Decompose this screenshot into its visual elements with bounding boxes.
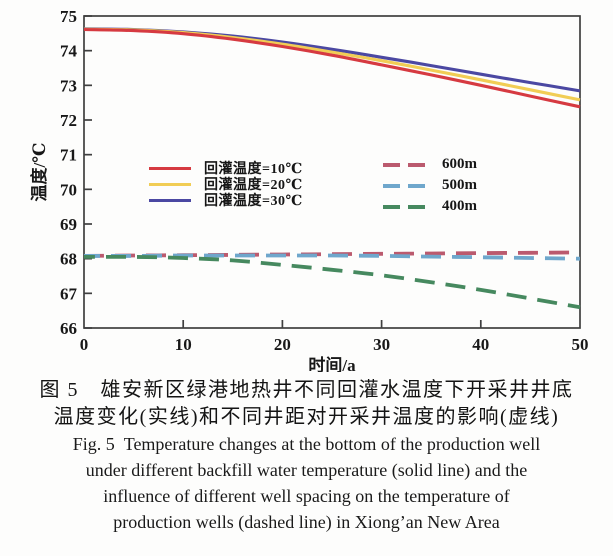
legend-label: 回灌温度=20℃	[204, 178, 303, 193]
svg-text:68: 68	[60, 250, 77, 269]
legend-line-yellow-solid-icon	[149, 182, 191, 186]
legend-line-red-solid-icon	[149, 166, 191, 170]
legend-item-backfill-10: 回灌温度=10℃	[149, 161, 303, 177]
caption-zh-line2: 温度变化(实线)和不同井距对开采井温度的影响(虚线)	[53, 406, 560, 428]
legend-label: 400m	[442, 198, 477, 214]
legend-item-spacing-600m: 600m	[383, 156, 477, 173]
legend-label: 回灌温度=10℃	[204, 162, 303, 177]
svg-text:30: 30	[373, 335, 390, 354]
legend-line-lightblue-dashed-icon	[383, 183, 425, 188]
legend-line-blue-solid-icon	[149, 198, 191, 202]
svg-text:20: 20	[274, 335, 291, 354]
svg-text:67: 67	[60, 284, 78, 303]
legend-label: 回灌温度=30℃	[204, 194, 303, 209]
legend-line-rose-dashed-icon	[383, 162, 425, 167]
legend-label: 600m	[442, 156, 477, 172]
svg-text:71: 71	[60, 146, 77, 165]
svg-text:69: 69	[60, 215, 77, 234]
legend-item-spacing-500m: 500m	[383, 177, 477, 194]
legend-dashed-lines: 600m 500m 400m	[383, 156, 477, 219]
svg-text:74: 74	[60, 42, 78, 61]
legend-item-backfill-20: 回灌温度=20℃	[149, 177, 303, 193]
svg-text:温度/℃: 温度/℃	[29, 142, 49, 201]
svg-text:70: 70	[60, 180, 77, 199]
svg-text:50: 50	[572, 335, 589, 354]
svg-text:40: 40	[472, 335, 489, 354]
legend-line-green-dashed-icon	[383, 204, 425, 209]
svg-text:0: 0	[80, 335, 89, 354]
caption-en-line3: influence of different well spacing on t…	[103, 486, 510, 506]
svg-text:72: 72	[60, 111, 77, 130]
svg-text:10: 10	[175, 335, 192, 354]
legend-solid-lines: 回灌温度=10℃ 回灌温度=20℃ 回灌温度=30℃	[149, 161, 303, 209]
legend-item-backfill-30: 回灌温度=30℃	[149, 193, 303, 209]
svg-text:时间/a: 时间/a	[308, 355, 356, 372]
legend-label: 500m	[442, 177, 477, 193]
caption-en-line2: under different backfill water temperatu…	[85, 460, 528, 480]
caption-zh-line1: 图 5 雄安新区绿港地热井不同回灌水温度下开采井井底	[39, 379, 574, 401]
caption-en-line1: Fig. 5 Temperature changes at the bottom…	[72, 434, 541, 454]
svg-text:73: 73	[60, 76, 77, 95]
figure-caption: 图 5 雄安新区绿港地热井不同回灌水温度下开采井井底 温度变化(实线)和不同井距…	[0, 372, 613, 535]
chart-area: 66 67 68 69 70 71 72 73 74 75 0 10 20 30 40 50 时间/a 温度/℃ …	[29, 7, 589, 375]
svg-text:75: 75	[60, 7, 77, 26]
caption-en-line4: production wells (dashed line) in Xiong’…	[113, 512, 500, 532]
svg-text:66: 66	[60, 319, 77, 338]
temperature-line-chart: 66 67 68 69 70 71 72 73 74 75 0 10 20 30 40 50 时间/a 温度/℃	[29, 7, 589, 375]
legend-item-spacing-400m: 400m	[383, 198, 477, 215]
